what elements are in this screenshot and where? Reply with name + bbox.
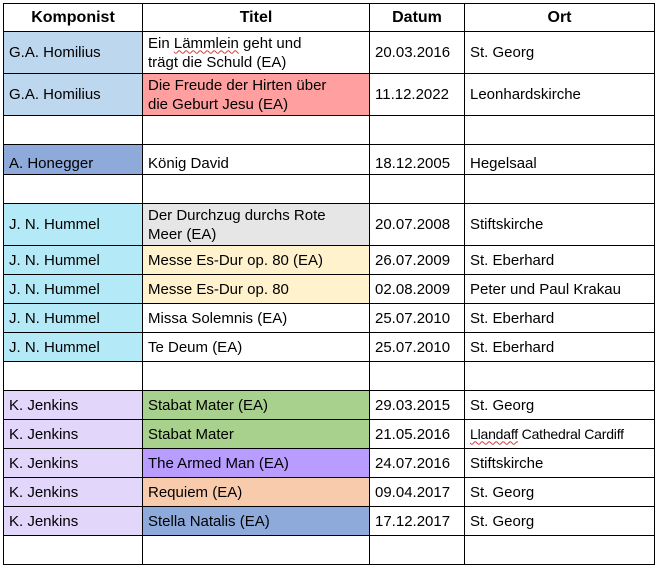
datum-cell: 20.07.2008: [369, 203, 465, 246]
titel-cell: Messe Es-Dur op. 80: [142, 274, 370, 304]
komponist-cell: J. N. Hummel: [3, 245, 143, 275]
empty-cell: [369, 361, 465, 391]
komponist-cell: K. Jenkins: [3, 419, 143, 449]
datum-cell: 09.04.2017: [369, 477, 465, 507]
datum-cell: 11.12.2022: [369, 73, 465, 116]
header-row: Komponist Titel Datum Ort: [3, 3, 655, 32]
ort-cell: St. Georg: [464, 390, 655, 420]
ort-text: Llandaff: [470, 425, 518, 442]
ort-cell: Llandaff Cathedral Cardiff: [464, 419, 655, 449]
komponist-cell: G.A. Homilius: [3, 73, 143, 116]
header-titel: Titel: [142, 3, 370, 32]
table-row: K. Jenkins The Armed Man (EA) 24.07.2016…: [3, 448, 655, 478]
komponist-cell: K. Jenkins: [3, 477, 143, 507]
table-row: J. N. Hummel Der Durchzug durchs Rote Me…: [3, 203, 655, 246]
table-row: K. Jenkins Stabat Mater 21.05.2016 Lland…: [3, 419, 655, 449]
ort-cell: St. Georg: [464, 477, 655, 507]
table-row: J. N. Hummel Messe Es-Dur op. 80 (EA) 26…: [3, 245, 655, 275]
titel-cell: Die Freude der Hirten über die Geburt Je…: [142, 73, 370, 116]
table-row: G.A. Homilius Ein Lämmlein geht und träg…: [3, 31, 655, 74]
ort-cell: St. Georg: [464, 31, 655, 74]
komponist-cell: K. Jenkins: [3, 448, 143, 478]
titel-cell: Te Deum (EA): [142, 332, 370, 362]
titel-cell: Der Durchzug durchs Rote Meer (EA): [142, 203, 370, 246]
table-row: G.A. Homilius Die Freude der Hirten über…: [3, 73, 655, 116]
datum-cell: 20.03.2016: [369, 31, 465, 74]
empty-cell: [142, 174, 370, 204]
komponist-cell: K. Jenkins: [3, 506, 143, 536]
header-ort: Ort: [464, 3, 655, 32]
empty-cell: [3, 361, 143, 391]
komponist-cell: J. N. Hummel: [3, 332, 143, 362]
header-komponist: Komponist: [3, 3, 143, 32]
datum-cell: 21.05.2016: [369, 419, 465, 449]
datum-cell: 24.07.2016: [369, 448, 465, 478]
titel-cell: Stella Natalis (EA): [142, 506, 370, 536]
datum-cell: 18.12.2005: [369, 144, 465, 175]
empty-cell: [3, 174, 143, 204]
empty-cell: [142, 361, 370, 391]
empty-cell: [142, 115, 370, 145]
datum-cell: 29.03.2015: [369, 390, 465, 420]
komponist-cell: G.A. Homilius: [3, 31, 143, 74]
empty-row: [3, 174, 655, 204]
empty-cell: [464, 115, 655, 145]
titel-text: Lämmlein: [173, 34, 239, 52]
titel-text: Ein: [148, 34, 174, 52]
empty-row: [3, 361, 655, 391]
ort-cell: Leonhardskirche: [464, 73, 655, 116]
empty-cell: [464, 535, 655, 565]
komponist-cell: A. Honegger: [3, 144, 143, 175]
ort-cell: St. Eberhard: [464, 332, 655, 362]
komponist-cell: K. Jenkins: [3, 390, 143, 420]
table-row: J. N. Hummel Messe Es-Dur op. 80 02.08.2…: [3, 274, 655, 304]
datum-cell: 17.12.2017: [369, 506, 465, 536]
empty-cell: [3, 535, 143, 565]
ort-cell: St. Georg: [464, 506, 655, 536]
datum-cell: 02.08.2009: [369, 274, 465, 304]
ort-cell: St. Eberhard: [464, 245, 655, 275]
komponist-cell: J. N. Hummel: [3, 303, 143, 333]
ort-cell: Stiftskirche: [464, 203, 655, 246]
empty-cell: [369, 174, 465, 204]
datum-cell: 26.07.2009: [369, 245, 465, 275]
table-row: J. N. Hummel Te Deum (EA) 25.07.2010 St.…: [3, 332, 655, 362]
table-row: K. Jenkins Stabat Mater (EA) 29.03.2015 …: [3, 390, 655, 420]
table-row: A. Honegger König David 18.12.2005 Hegel…: [3, 144, 655, 175]
empty-cell: [369, 535, 465, 565]
table-row: J. N. Hummel Missa Solemnis (EA) 25.07.2…: [3, 303, 655, 333]
empty-cell: [464, 361, 655, 391]
empty-row: [3, 535, 655, 565]
table-row: K. Jenkins Stella Natalis (EA) 17.12.201…: [3, 506, 655, 536]
empty-row: [3, 115, 655, 145]
empty-cell: [464, 174, 655, 204]
header-datum: Datum: [369, 3, 465, 32]
ort-text: Cathedral Cardiff: [517, 425, 624, 442]
datum-cell: 25.07.2010: [369, 332, 465, 362]
komponist-cell: J. N. Hummel: [3, 274, 143, 304]
komponist-cell: J. N. Hummel: [3, 203, 143, 246]
titel-cell: Requiem (EA): [142, 477, 370, 507]
ort-cell: St. Eberhard: [464, 303, 655, 333]
table-row: K. Jenkins Requiem (EA) 09.04.2017 St. G…: [3, 477, 655, 507]
ort-cell: Stiftskirche: [464, 448, 655, 478]
concert-table: Komponist Titel Datum Ort G.A. Homilius …: [3, 3, 655, 565]
titel-cell: Stabat Mater (EA): [142, 390, 370, 420]
titel-cell: Messe Es-Dur op. 80 (EA): [142, 245, 370, 275]
titel-cell: Ein Lämmlein geht und trägt die Schuld (…: [142, 31, 370, 74]
empty-cell: [369, 115, 465, 145]
titel-cell: König David: [142, 144, 370, 175]
titel-cell: Stabat Mater: [142, 419, 370, 449]
ort-cell: Peter und Paul Krakau: [464, 274, 655, 304]
empty-cell: [142, 535, 370, 565]
ort-cell: Hegelsaal: [464, 144, 655, 175]
titel-cell: The Armed Man (EA): [142, 448, 370, 478]
empty-cell: [3, 115, 143, 145]
titel-cell: Missa Solemnis (EA): [142, 303, 370, 333]
datum-cell: 25.07.2010: [369, 303, 465, 333]
titel-text: geht und trägt die Schuld (EA): [148, 34, 302, 71]
